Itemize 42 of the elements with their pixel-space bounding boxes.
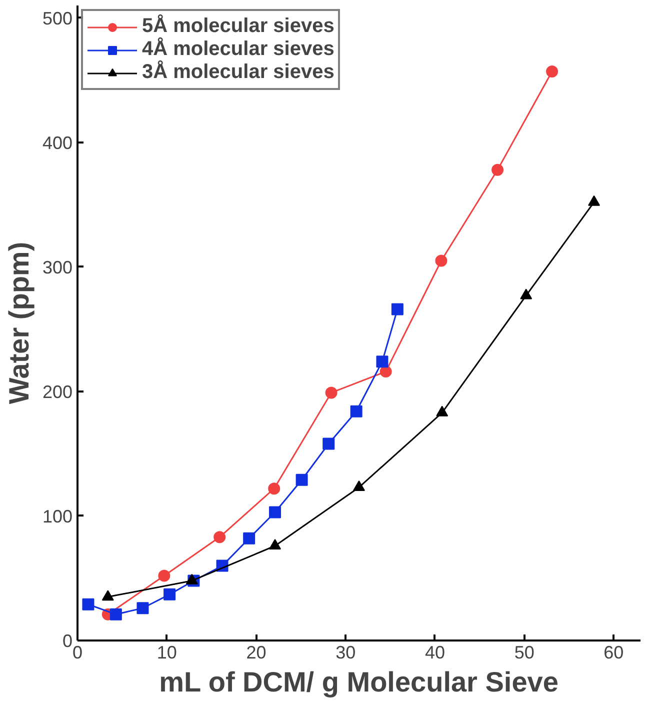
point [164,588,176,600]
point [243,532,256,544]
point [214,531,226,544]
point [296,474,308,486]
y-axis-title: Water (ppm) [3,242,34,404]
y-tick-label: 200 [42,382,73,402]
point [436,406,448,416]
point [268,539,281,550]
point [546,66,558,78]
legend-label: 5Å molecular sieves [142,15,334,37]
legend-label: 3Å molecular sieves [142,61,334,84]
y-tick-label: 100 [42,506,73,526]
y-tick-label: 300 [42,257,73,278]
point [158,570,170,582]
point [322,438,335,450]
point [186,574,198,584]
y-tick-label: 400 [42,132,73,153]
point [391,303,404,316]
point [82,598,94,610]
point [268,482,280,495]
point [492,164,504,176]
point [588,195,600,206]
x-tick-label: 20 [246,642,266,662]
y-tick-label: 500 [42,8,73,28]
point [268,506,281,518]
x-tick-label: 10 [156,642,177,662]
legend-label: 4Å molecular sieves [142,38,334,60]
x-axis-title: mL of DCM/ g Molecular Sieve [159,666,558,698]
point [376,356,388,368]
x-tick-label: 40 [424,642,445,662]
point [325,386,338,399]
point [380,366,392,378]
point [350,405,362,418]
point [102,590,114,601]
point [110,608,122,620]
point [353,480,365,492]
point [520,288,532,300]
x-tick-label: 30 [336,642,356,662]
point [435,254,448,267]
x-tick-label: 50 [514,642,534,662]
point [136,602,149,614]
x-tick-label: 60 [604,642,624,662]
